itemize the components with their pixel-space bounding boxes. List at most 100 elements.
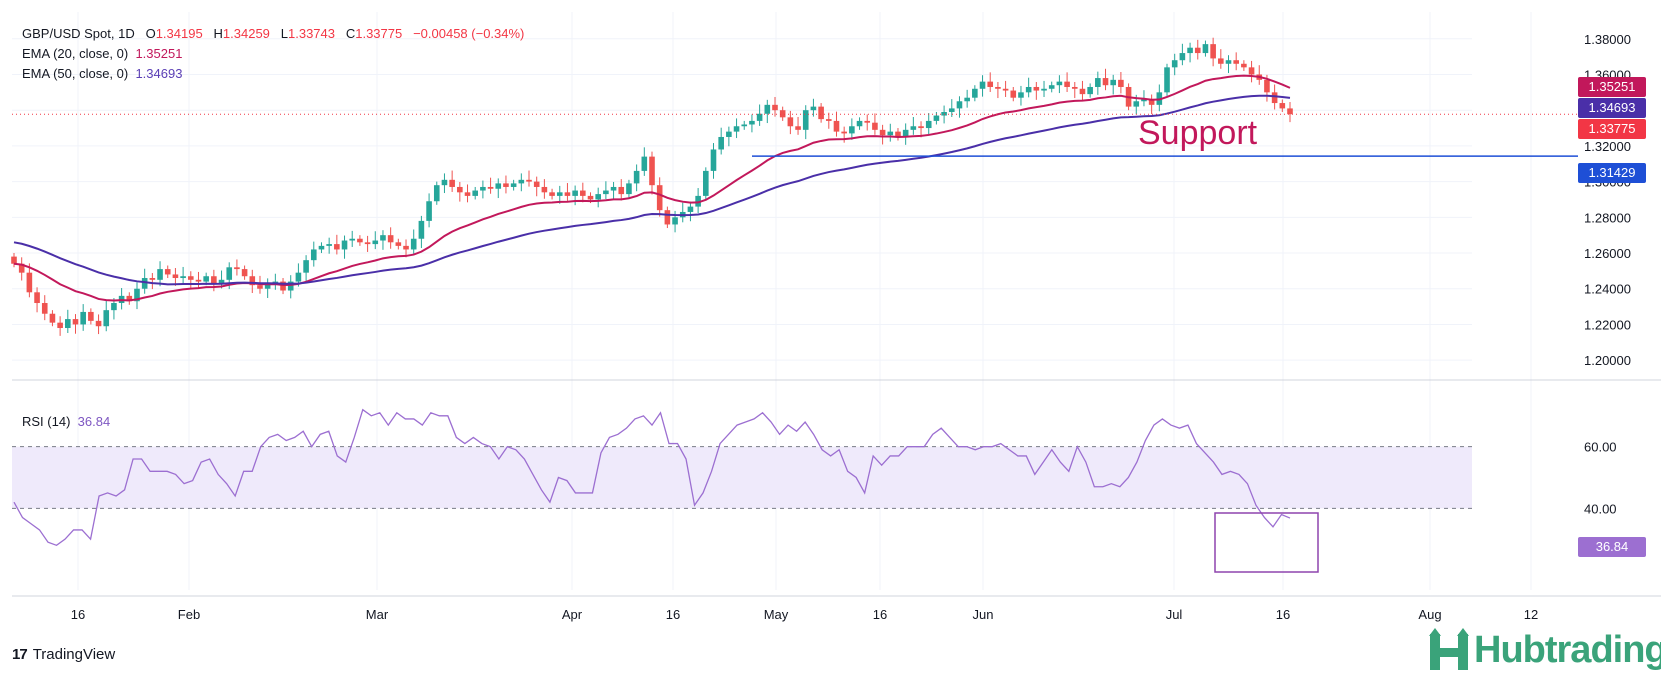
tradingview-logo[interactable]: 17 TradingView xyxy=(12,646,115,663)
candle-body xyxy=(556,192,563,196)
candle-body xyxy=(380,235,386,241)
candle-body xyxy=(656,185,663,211)
candle-body xyxy=(833,120,840,132)
ema20-legend[interactable]: EMA (20, close, 0) 1.35251 xyxy=(22,46,182,61)
candle-body xyxy=(433,185,440,202)
candle-body xyxy=(349,238,356,241)
candlestick-series xyxy=(11,37,1293,336)
candle-body xyxy=(257,285,263,289)
candle-body xyxy=(864,120,871,123)
candle-body xyxy=(818,106,824,120)
low-value: 1.33743 xyxy=(288,26,335,41)
y-tick-label: 1.22000 xyxy=(1584,317,1631,332)
candle-body xyxy=(641,156,648,171)
candle-body xyxy=(518,179,525,184)
ema50-legend[interactable]: EMA (50, close, 0) 1.34693 xyxy=(22,66,182,81)
candle-body xyxy=(318,245,325,250)
candle-body xyxy=(295,272,302,282)
candle-body xyxy=(987,81,994,87)
candle-body xyxy=(879,129,886,136)
rsi-value: 36.84 xyxy=(77,414,111,429)
candle-body xyxy=(472,190,479,196)
price-legend: GBP/USD Spot, 1D O1.34195 H1.34259 L1.33… xyxy=(22,26,524,41)
candle-body xyxy=(703,170,709,196)
candle-body xyxy=(1018,92,1024,98)
rsi-highlight-box xyxy=(1214,512,1319,573)
x-tick-label: May xyxy=(764,607,789,622)
candle-body xyxy=(241,269,248,277)
candle-body xyxy=(372,240,379,245)
low-label: L xyxy=(280,26,288,41)
candle-body xyxy=(1087,86,1093,95)
candle-body xyxy=(164,269,171,275)
candle-body xyxy=(226,267,233,280)
y-tick-label: 1.20000 xyxy=(1584,353,1631,368)
candle-body xyxy=(587,195,594,200)
x-tick-label: Jun xyxy=(973,607,994,622)
candle-body xyxy=(626,183,632,195)
candle-body xyxy=(1141,99,1147,102)
candle-body xyxy=(487,186,494,189)
candle-body xyxy=(1264,79,1270,93)
rsi-price-tag: 36.84 xyxy=(1578,537,1646,557)
candle-body xyxy=(664,210,671,225)
candle-body xyxy=(779,110,786,118)
candle-body xyxy=(464,192,471,196)
x-tick-label: 16 xyxy=(71,607,85,622)
ema20-price-tag: 1.35251 xyxy=(1578,77,1646,97)
candle-body xyxy=(741,124,748,127)
candle-body xyxy=(72,319,79,325)
candle-body xyxy=(57,322,63,329)
candle-body xyxy=(1248,67,1255,75)
candle-body xyxy=(756,113,763,121)
candle-body xyxy=(334,244,340,250)
candle-body xyxy=(1071,86,1078,89)
candle-body xyxy=(1041,88,1047,91)
ema20-line xyxy=(13,74,1291,302)
candle-body xyxy=(1110,79,1117,86)
candle-body xyxy=(964,97,970,102)
rsi-tick-label: 60.00 xyxy=(1584,440,1617,455)
candle-body xyxy=(1187,47,1193,54)
rsi-band xyxy=(12,446,1472,509)
candle-body xyxy=(1233,60,1239,64)
candle-body xyxy=(49,313,56,323)
candle-body xyxy=(1164,67,1170,93)
ema20-value: 1.35251 xyxy=(135,46,183,61)
candle-body xyxy=(972,88,978,98)
candle-body xyxy=(326,244,332,246)
high-value: 1.34259 xyxy=(222,26,270,41)
candle-body xyxy=(1095,78,1101,87)
ema50-label: EMA (50, close, 0) xyxy=(22,66,129,81)
candle-body xyxy=(772,104,778,111)
x-tick-label: Feb xyxy=(178,607,200,622)
rsi-polyline xyxy=(13,408,1291,547)
candle-body xyxy=(910,126,917,130)
rsi-legend[interactable]: RSI (14) 36.84 xyxy=(22,414,110,429)
candle-body xyxy=(1002,88,1009,91)
candle-body xyxy=(395,242,402,246)
y-tick-label: 1.38000 xyxy=(1584,32,1631,47)
candle-body xyxy=(280,281,286,291)
candle-body xyxy=(649,156,655,186)
candle-body xyxy=(572,190,578,196)
candle-body xyxy=(549,192,555,196)
candle-body xyxy=(1056,81,1063,86)
rsi-label: RSI (14) xyxy=(22,414,71,429)
candle-body xyxy=(426,201,432,221)
candle-body xyxy=(633,170,640,184)
candle-body xyxy=(1210,44,1216,59)
candle-body xyxy=(887,131,894,136)
candle-body xyxy=(1279,103,1286,109)
candle-body xyxy=(341,240,348,250)
close-price-tag: 1.33775 xyxy=(1578,119,1646,139)
candle-body xyxy=(1241,63,1247,68)
candle-body xyxy=(1048,85,1055,89)
candle-body xyxy=(195,279,202,282)
candle-body xyxy=(418,220,425,239)
candle-body xyxy=(41,303,48,314)
candle-body xyxy=(357,238,363,243)
close-value: 1.33775 xyxy=(355,26,403,41)
ema-lines xyxy=(13,74,1291,302)
x-tick-label: Apr xyxy=(562,607,583,622)
